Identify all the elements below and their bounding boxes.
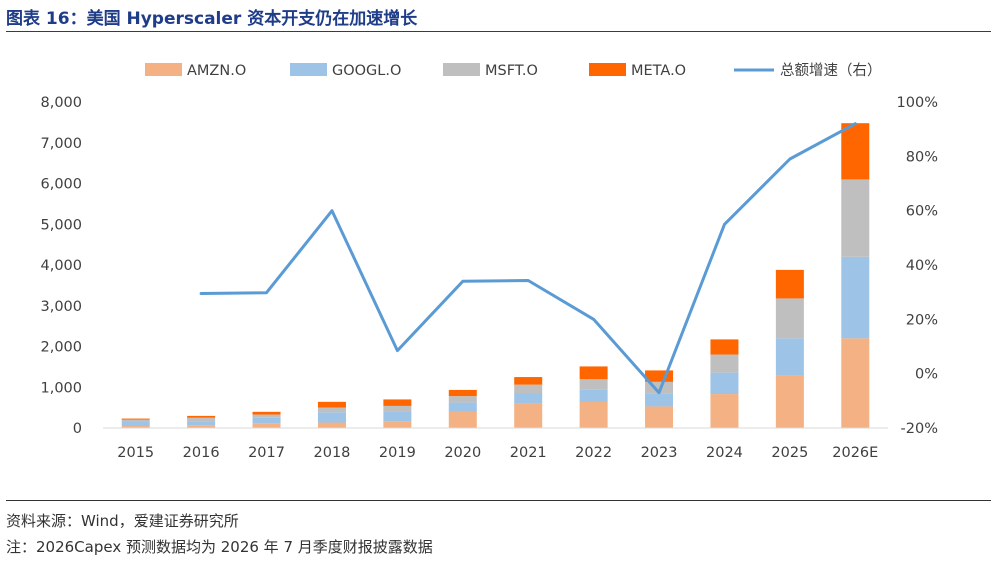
- bar-meta-2019: [383, 399, 412, 406]
- bar-msft-2015: [121, 419, 150, 423]
- bar-googl-2025: [775, 338, 804, 376]
- bar-amzn-2018: [317, 422, 346, 428]
- bar-msft-2024: [710, 354, 739, 373]
- bar-meta-2016: [187, 415, 216, 418]
- bar-msft-2023: [645, 381, 674, 394]
- left-y-tick-label: 5,000: [40, 217, 82, 233]
- growth-line-series: [199, 122, 857, 395]
- bar-googl-2016: [187, 421, 216, 426]
- bar-msft-2025: [775, 298, 804, 339]
- legend-label: AMZN.O: [187, 63, 246, 79]
- bar-msft-2020: [448, 396, 477, 403]
- legend-swatch-amzn: [145, 63, 182, 76]
- bar-msft-2017: [252, 414, 281, 418]
- bar-amzn-2023: [645, 406, 674, 428]
- legend-swatch-meta: [589, 63, 626, 76]
- x-tick-label: 2015: [117, 445, 154, 461]
- bar-amzn-2025: [775, 375, 804, 428]
- legend-label: GOOGL.O: [332, 63, 401, 79]
- bar-googl-2022: [579, 389, 608, 403]
- bar-amzn-2017: [252, 423, 281, 428]
- bar-googl-2024: [710, 372, 739, 395]
- left-y-tick-label: 2,000: [40, 340, 82, 356]
- bar-msft-2026e: [841, 179, 870, 257]
- title-divider: [6, 31, 991, 32]
- right-y-tick-label: 40%: [906, 258, 938, 274]
- chart-legend: AMZN.O GOOGL.O MSFT.O META.O 总额增速（右）: [145, 62, 882, 79]
- figure-title: 图表 16：美国 Hyperscaler 资本开支仍在加速增长: [6, 9, 418, 29]
- bar-amzn-2022: [579, 402, 608, 428]
- bar-amzn-2019: [383, 421, 412, 428]
- bar-meta-2015: [121, 418, 150, 420]
- x-tick-label: 2026E: [832, 445, 878, 461]
- bar-amzn-2016: [187, 425, 216, 428]
- bar-googl-2015: [121, 422, 150, 427]
- bar-amzn-2021: [514, 403, 543, 428]
- legend-label: MSFT.O: [485, 63, 538, 79]
- x-tick-label: 2019: [379, 445, 416, 461]
- x-tick-label: 2018: [314, 445, 351, 461]
- right-y-tick-label: 100%: [897, 95, 938, 111]
- bar-googl-2023: [645, 393, 674, 407]
- bar-googl-2019: [383, 411, 412, 422]
- bar-googl-2026e: [841, 256, 870, 339]
- right-y-axis: -20% 0% 20% 40% 60% 80% 100%: [897, 95, 938, 437]
- bar-meta-2026e: [841, 123, 870, 180]
- bar-meta-2017: [252, 411, 281, 415]
- bar-amzn-2026e: [841, 338, 870, 428]
- bar-googl-2017: [252, 417, 281, 424]
- footnote: 注：2026Capex 预测数据均为 2026 年 7 月季度财报披露数据: [6, 538, 433, 556]
- growth-line: [199, 122, 857, 395]
- x-tick-label: 2016: [183, 445, 220, 461]
- bar-meta-2025: [775, 269, 804, 299]
- stacked-bar-line-chart: AMZN.O GOOGL.O MSFT.O META.O 总额增速（右） 0 1,000 2…: [40, 62, 938, 461]
- x-tick-label: 2021: [510, 445, 547, 461]
- footer-divider: [6, 500, 991, 501]
- bar-msft-2018: [317, 407, 346, 413]
- left-y-tick-label: 6,000: [40, 177, 82, 193]
- bar-meta-2018: [317, 401, 346, 408]
- bar-googl-2018: [317, 412, 346, 423]
- x-tick-label: 2024: [706, 445, 743, 461]
- bar-meta-2020: [448, 389, 477, 397]
- x-axis: 2015 2016 2017 2018 2019 2020 2021 2022 2023 2024…: [103, 427, 888, 461]
- legend-swatch-msft: [443, 63, 480, 76]
- legend-swatch-googl: [290, 63, 327, 76]
- left-y-tick-label: 7,000: [40, 136, 82, 152]
- bar-amzn-2015: [121, 426, 150, 428]
- left-y-tick-label: 4,000: [40, 258, 82, 274]
- bar-googl-2021: [514, 393, 543, 404]
- legend-label: 总额增速（右）: [780, 62, 882, 79]
- bar-googl-2020: [448, 402, 477, 412]
- bar-msft-2019: [383, 405, 412, 412]
- left-y-tick-label: 0: [73, 421, 82, 437]
- right-y-tick-label: 60%: [906, 204, 938, 220]
- source-note: 资料来源：Wind，爱建证券研究所: [6, 512, 239, 530]
- x-tick-label: 2022: [575, 445, 612, 461]
- bar-meta-2024: [710, 339, 739, 355]
- bar-meta-2022: [579, 366, 608, 380]
- bar-amzn-2020: [448, 411, 477, 428]
- bar-meta-2023: [645, 370, 674, 382]
- right-y-tick-label: 0%: [915, 367, 938, 383]
- right-y-tick-label: -20%: [901, 421, 938, 437]
- right-y-tick-label: 80%: [906, 149, 938, 165]
- right-y-tick-label: 20%: [906, 312, 938, 328]
- x-tick-label: 2017: [248, 445, 285, 461]
- x-tick-label: 2023: [641, 445, 678, 461]
- bar-meta-2021: [514, 377, 543, 385]
- legend-label: META.O: [631, 63, 686, 79]
- left-y-axis: 0 1,000 2,000 3,000 4,000 5,000 6,000 7,000 8,00…: [40, 95, 82, 437]
- left-y-tick-label: 1,000: [40, 380, 82, 396]
- x-tick-label: 2020: [444, 445, 481, 461]
- left-y-tick-label: 3,000: [40, 299, 82, 315]
- bar-msft-2016: [187, 417, 216, 422]
- bar-series-group: [121, 123, 870, 428]
- x-tick-label: 2025: [771, 445, 808, 461]
- left-y-tick-label: 8,000: [40, 95, 82, 111]
- bar-msft-2021: [514, 384, 543, 394]
- bar-amzn-2024: [710, 394, 739, 428]
- bar-msft-2022: [579, 379, 608, 390]
